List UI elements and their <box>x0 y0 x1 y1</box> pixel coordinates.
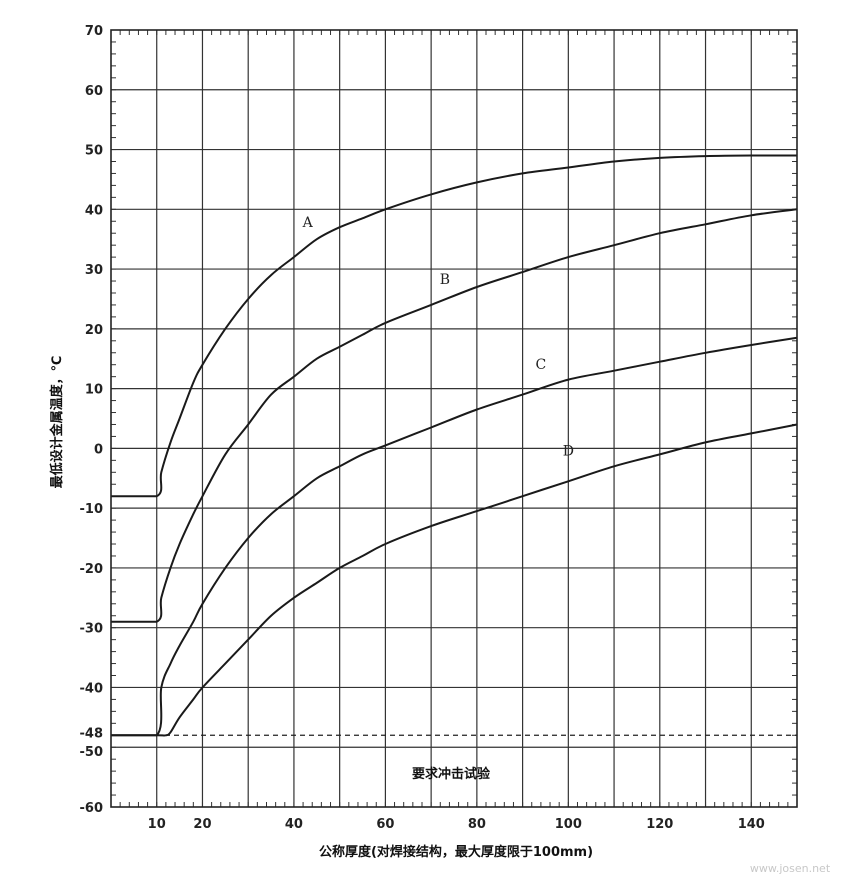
y-tick-label: -30 <box>80 622 104 637</box>
y-tick-labels: 70 60 50 40 30 20 10 0 -10 -20 -30 -40 -48 -50 -60 <box>80 24 104 816</box>
series-labels: A B C D <box>302 215 574 459</box>
y-tick-label: -60 <box>80 801 104 816</box>
y-axis-title: 最低设计金属温度，℃ <box>49 356 65 489</box>
y-tick-label: 70 <box>85 24 103 39</box>
x-tick-labels: 10 20 40 60 80 100 120 140 <box>148 817 765 832</box>
y-tick-label: -20 <box>80 562 104 577</box>
x-tick-label: 120 <box>646 817 673 832</box>
y-tick-label: 50 <box>85 144 103 159</box>
plot-border <box>110 29 798 808</box>
x-axis-title: 公称厚度(对焊接结构，最大厚度限于100mm) <box>319 844 593 860</box>
series-curves <box>111 154 798 737</box>
y-tick-label: 40 <box>85 203 103 218</box>
x-tick-label: 60 <box>376 817 394 832</box>
y-tick-label: 0 <box>94 442 103 457</box>
watermark: www.josen.net <box>750 862 831 875</box>
curve-label-d: D <box>563 444 574 460</box>
curve-label-a: A <box>302 215 314 231</box>
x-tick-label: 10 <box>148 817 166 832</box>
x-tick-label: 40 <box>285 817 303 832</box>
curve-a <box>111 154 798 498</box>
x-tick-label: 20 <box>193 817 211 832</box>
curve-b <box>111 208 798 623</box>
x-tick-label: 80 <box>468 817 486 832</box>
y-tick-label: -40 <box>80 681 104 696</box>
curve-c <box>111 336 798 737</box>
curve-d <box>111 423 798 737</box>
plot-frame <box>110 29 798 808</box>
y-tick-label: 30 <box>85 263 103 278</box>
curve-label-b: B <box>440 272 450 288</box>
y-tick-label: 60 <box>85 84 103 99</box>
y-tick-label: 10 <box>85 383 103 398</box>
y-tick-label: 20 <box>85 323 103 338</box>
x-tick-label: 140 <box>738 817 765 832</box>
y-tick-label: -50 <box>80 745 104 760</box>
impact-test-note: 要求冲击试验 <box>412 766 491 782</box>
y-tick-label: -10 <box>80 502 104 517</box>
grid <box>111 30 797 807</box>
x-tick-label: 100 <box>555 817 582 832</box>
y-tick-label: -48 <box>80 726 104 741</box>
curve-label-c: C <box>536 357 547 373</box>
